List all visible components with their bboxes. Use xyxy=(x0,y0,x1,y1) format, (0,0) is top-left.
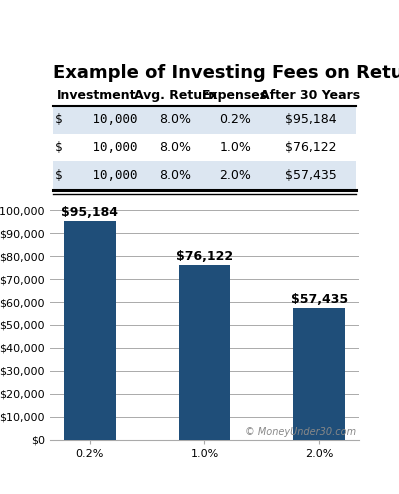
Text: Avg. Return: Avg. Return xyxy=(134,89,217,102)
Text: 8.0%: 8.0% xyxy=(159,141,191,154)
Text: $57,435: $57,435 xyxy=(284,168,336,182)
Bar xyxy=(293,308,345,440)
Text: 8.0%: 8.0% xyxy=(159,113,191,126)
FancyBboxPatch shape xyxy=(53,162,356,189)
Text: $57,435: $57,435 xyxy=(290,293,348,306)
Text: Example of Investing Fees on Returns: Example of Investing Fees on Returns xyxy=(53,64,399,82)
Text: Expenses: Expenses xyxy=(202,89,269,102)
Text: © MoneyUnder30.com: © MoneyUnder30.com xyxy=(245,427,356,437)
Bar xyxy=(179,265,230,440)
Text: 2.0%: 2.0% xyxy=(219,168,251,182)
Bar xyxy=(64,221,116,440)
Text: $    10,000: $ 10,000 xyxy=(55,168,138,182)
Text: 1.0%: 1.0% xyxy=(219,141,251,154)
Text: 8.0%: 8.0% xyxy=(159,168,191,182)
Text: $76,122: $76,122 xyxy=(176,250,233,263)
Text: Investment: Investment xyxy=(57,89,136,102)
Text: $95,184: $95,184 xyxy=(61,206,118,219)
Text: $76,122: $76,122 xyxy=(284,141,336,154)
FancyBboxPatch shape xyxy=(53,106,356,134)
FancyBboxPatch shape xyxy=(53,134,356,162)
Text: $    10,000: $ 10,000 xyxy=(55,141,138,154)
Text: After 30 Years: After 30 Years xyxy=(260,89,360,102)
Text: $    10,000: $ 10,000 xyxy=(55,113,138,126)
Text: 0.2%: 0.2% xyxy=(219,113,251,126)
Text: $95,184: $95,184 xyxy=(284,113,336,126)
